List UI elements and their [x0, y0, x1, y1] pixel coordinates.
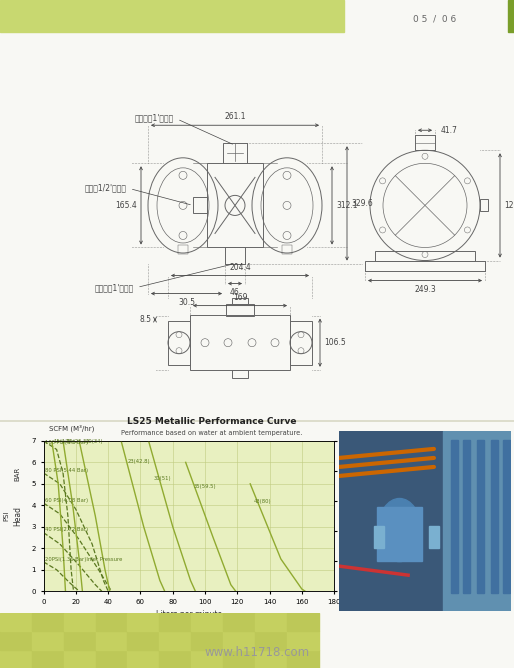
Bar	[159, 650, 191, 668]
Bar	[480, 199, 488, 211]
Bar	[223, 650, 255, 668]
Bar	[127, 613, 159, 631]
Text: Head: Head	[13, 506, 22, 526]
Bar	[255, 650, 287, 668]
Bar	[223, 144, 247, 163]
Bar	[463, 440, 470, 593]
Text: 80 PSI(5.44 Bar): 80 PSI(5.44 Bar)	[45, 468, 88, 473]
Text: Performance based on water at ambient temperature.: Performance based on water at ambient te…	[121, 430, 303, 436]
Text: 20PSI(1.36 Bar)Inlet Pressure: 20PSI(1.36 Bar)Inlet Pressure	[45, 556, 123, 562]
Text: 60 PSI(4.08 Bar): 60 PSI(4.08 Bar)	[45, 498, 88, 503]
Bar	[232, 298, 248, 303]
Text: 物料进口1'内螺纹: 物料进口1'内螺纹	[95, 264, 232, 293]
Bar	[159, 631, 191, 650]
Bar	[491, 440, 498, 593]
Bar	[0, 0, 344, 32]
Text: LS25 Metallic Performance Curve: LS25 Metallic Performance Curve	[127, 417, 297, 426]
Bar	[477, 440, 484, 593]
Bar	[0, 613, 32, 631]
Bar	[178, 245, 188, 254]
Bar	[255, 631, 287, 650]
Bar	[374, 526, 384, 548]
Text: 100 PSI(6.8 Bar): 100 PSI(6.8 Bar)	[45, 440, 88, 445]
Bar	[32, 631, 64, 650]
Bar	[168, 321, 190, 365]
Text: 43(80): 43(80)	[253, 499, 271, 504]
Bar	[193, 198, 207, 214]
Bar	[282, 245, 292, 254]
X-axis label: Liters per minute: Liters per minute	[156, 611, 222, 619]
Text: 46: 46	[230, 288, 240, 297]
Bar	[127, 650, 159, 668]
Bar	[232, 370, 248, 378]
Bar	[191, 613, 223, 631]
Bar	[64, 613, 96, 631]
Bar	[159, 613, 191, 631]
Ellipse shape	[378, 498, 421, 562]
Text: 30.5: 30.5	[178, 298, 195, 307]
Text: 物料出口1'内螺纹: 物料出口1'内螺纹	[135, 114, 232, 144]
Bar	[290, 321, 312, 365]
Text: 0 5  /  0 6: 0 5 / 0 6	[413, 14, 456, 23]
Bar	[375, 250, 475, 261]
Bar	[429, 526, 439, 548]
Bar	[64, 631, 96, 650]
Bar	[32, 613, 64, 631]
Text: 35(59.5): 35(59.5)	[194, 484, 216, 489]
Bar	[32, 650, 64, 668]
Bar	[225, 248, 245, 264]
Bar	[508, 0, 514, 32]
Bar	[191, 650, 223, 668]
Text: www.h11718.com: www.h11718.com	[205, 646, 309, 659]
Text: 进气口1/2'内螺纹: 进气口1/2'内螺纹	[85, 184, 190, 204]
Text: PSI: PSI	[3, 511, 9, 521]
Bar	[503, 440, 510, 593]
Bar	[64, 650, 96, 668]
Bar	[365, 261, 485, 271]
Text: 165.4: 165.4	[115, 201, 137, 210]
Text: 126: 126	[504, 201, 514, 210]
Text: 312.1: 312.1	[336, 201, 358, 210]
Bar	[207, 163, 263, 248]
Bar	[223, 613, 255, 631]
Bar	[96, 650, 127, 668]
Text: BAR: BAR	[14, 467, 21, 481]
Text: SCFM (M³/hr): SCFM (M³/hr)	[49, 424, 95, 432]
Bar	[127, 631, 159, 650]
Text: 15(25.5): 15(25.5)	[66, 439, 89, 444]
Bar	[96, 631, 127, 650]
Bar	[191, 631, 223, 650]
Text: 20(34): 20(34)	[86, 439, 103, 444]
Bar	[415, 136, 435, 150]
Text: 106.5: 106.5	[324, 338, 346, 347]
Text: 249.3: 249.3	[414, 285, 436, 293]
Bar	[190, 315, 290, 370]
Bar	[287, 650, 319, 668]
Text: 329.6: 329.6	[351, 199, 373, 208]
Text: 8.5: 8.5	[139, 315, 151, 324]
Text: 30(51): 30(51)	[153, 476, 171, 480]
Bar	[96, 613, 127, 631]
Text: 261.1: 261.1	[224, 112, 246, 122]
Bar	[0, 650, 32, 668]
Bar	[0, 631, 32, 650]
Bar	[287, 631, 319, 650]
Text: 15(17): 15(17)	[53, 439, 71, 444]
Bar	[287, 613, 319, 631]
Text: 40 PSI(2.72 Bar): 40 PSI(2.72 Bar)	[45, 527, 88, 532]
Text: 23(42.8): 23(42.8)	[127, 460, 150, 464]
Text: 204.4: 204.4	[229, 263, 251, 271]
Bar	[451, 440, 458, 593]
Bar	[223, 631, 255, 650]
Bar	[255, 613, 287, 631]
Bar	[226, 303, 254, 315]
Text: 169: 169	[233, 293, 247, 302]
Text: 41.7: 41.7	[441, 126, 458, 135]
